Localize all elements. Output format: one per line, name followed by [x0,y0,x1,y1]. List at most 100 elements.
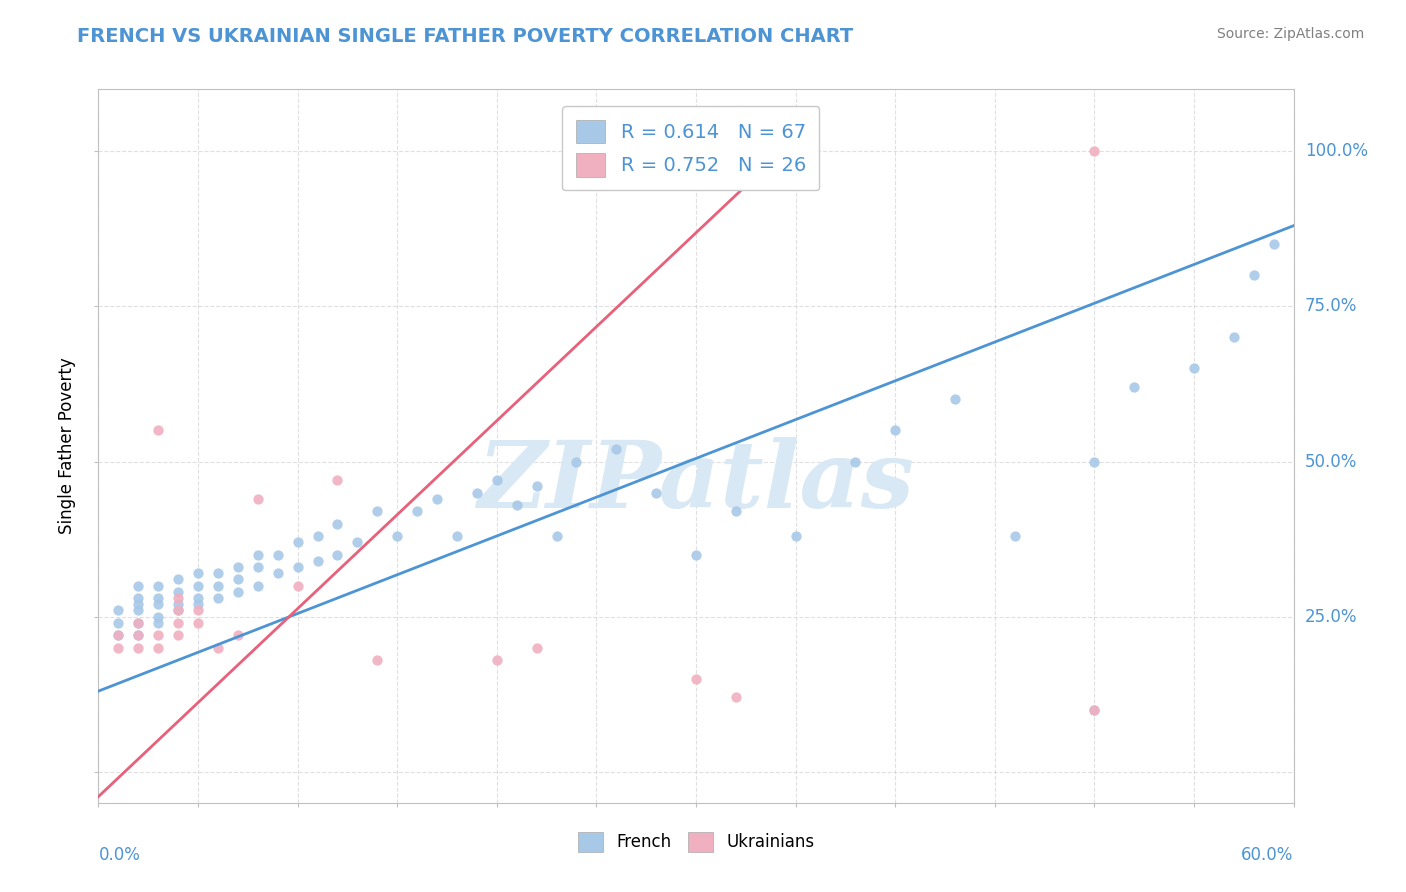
Point [127,615,149,630]
Y-axis label: Single Father Poverty: Single Father Poverty [58,358,76,534]
Point [526,479,548,493]
Text: 75.0%: 75.0% [1305,297,1357,316]
Point [187,615,209,630]
Point [187,591,209,605]
Point [485,653,508,667]
Point [605,442,627,456]
Point [167,603,190,617]
Point [167,628,190,642]
Point [207,579,229,593]
Point [148,640,170,655]
Point [127,628,149,642]
Point [546,529,568,543]
Point [385,529,409,543]
Text: 25.0%: 25.0% [1305,607,1357,625]
Point [148,424,170,438]
Point [127,579,149,593]
Point [884,424,907,438]
Point [226,573,249,587]
Point [506,498,529,512]
Point [167,573,190,587]
Point [426,491,449,506]
Point [446,529,468,543]
Point [187,597,209,611]
Point [127,591,149,605]
Point [246,579,269,593]
Point [844,454,866,468]
Text: Source: ZipAtlas.com: Source: ZipAtlas.com [1216,27,1364,41]
Point [187,603,209,617]
Text: 0.0%: 0.0% [98,847,141,864]
Point [645,485,668,500]
Point [287,535,309,549]
Point [1223,330,1246,344]
Point [127,597,149,611]
Point [785,529,807,543]
Point [226,628,249,642]
Text: 60.0%: 60.0% [1241,847,1294,864]
Point [226,560,249,574]
Point [326,516,349,531]
Point [1083,145,1105,159]
Point [246,548,269,562]
Point [167,597,190,611]
Point [685,548,707,562]
Point [127,640,149,655]
Point [724,690,747,705]
Point [148,615,170,630]
Point [207,566,229,581]
Text: 50.0%: 50.0% [1305,452,1357,470]
Point [167,603,190,617]
Point [287,579,309,593]
Point [1263,237,1285,252]
Point [148,628,170,642]
Point [167,584,190,599]
Point [326,473,349,487]
Point [246,560,269,574]
Point [724,504,747,518]
Legend: French, Ukrainians: French, Ukrainians [571,825,821,859]
Point [148,579,170,593]
Point [107,628,129,642]
Point [366,504,388,518]
Point [307,554,329,568]
Point [267,566,290,581]
Point [107,640,129,655]
Point [127,603,149,617]
Point [187,566,209,581]
Point [148,591,170,605]
Point [1004,529,1026,543]
Point [287,560,309,574]
Point [685,672,707,686]
Point [267,548,290,562]
Point [307,529,329,543]
Point [346,535,368,549]
Point [207,591,229,605]
Text: 100.0%: 100.0% [1305,142,1368,161]
Point [226,584,249,599]
Point [107,628,129,642]
Point [207,640,229,655]
Point [127,615,149,630]
Point [107,615,129,630]
Point [326,548,349,562]
Point [485,473,508,487]
Point [246,491,269,506]
Point [127,628,149,642]
Point [148,609,170,624]
Point [526,640,548,655]
Point [167,591,190,605]
Point [1083,703,1105,717]
Point [366,653,388,667]
Point [107,603,129,617]
Point [1083,703,1105,717]
Point [187,579,209,593]
Text: ZIPatlas: ZIPatlas [478,437,914,526]
Point [1083,454,1105,468]
Point [943,392,966,407]
Point [465,485,488,500]
Point [167,615,190,630]
Point [148,597,170,611]
Text: FRENCH VS UKRAINIAN SINGLE FATHER POVERTY CORRELATION CHART: FRENCH VS UKRAINIAN SINGLE FATHER POVERT… [77,27,853,45]
Point [1243,268,1265,283]
